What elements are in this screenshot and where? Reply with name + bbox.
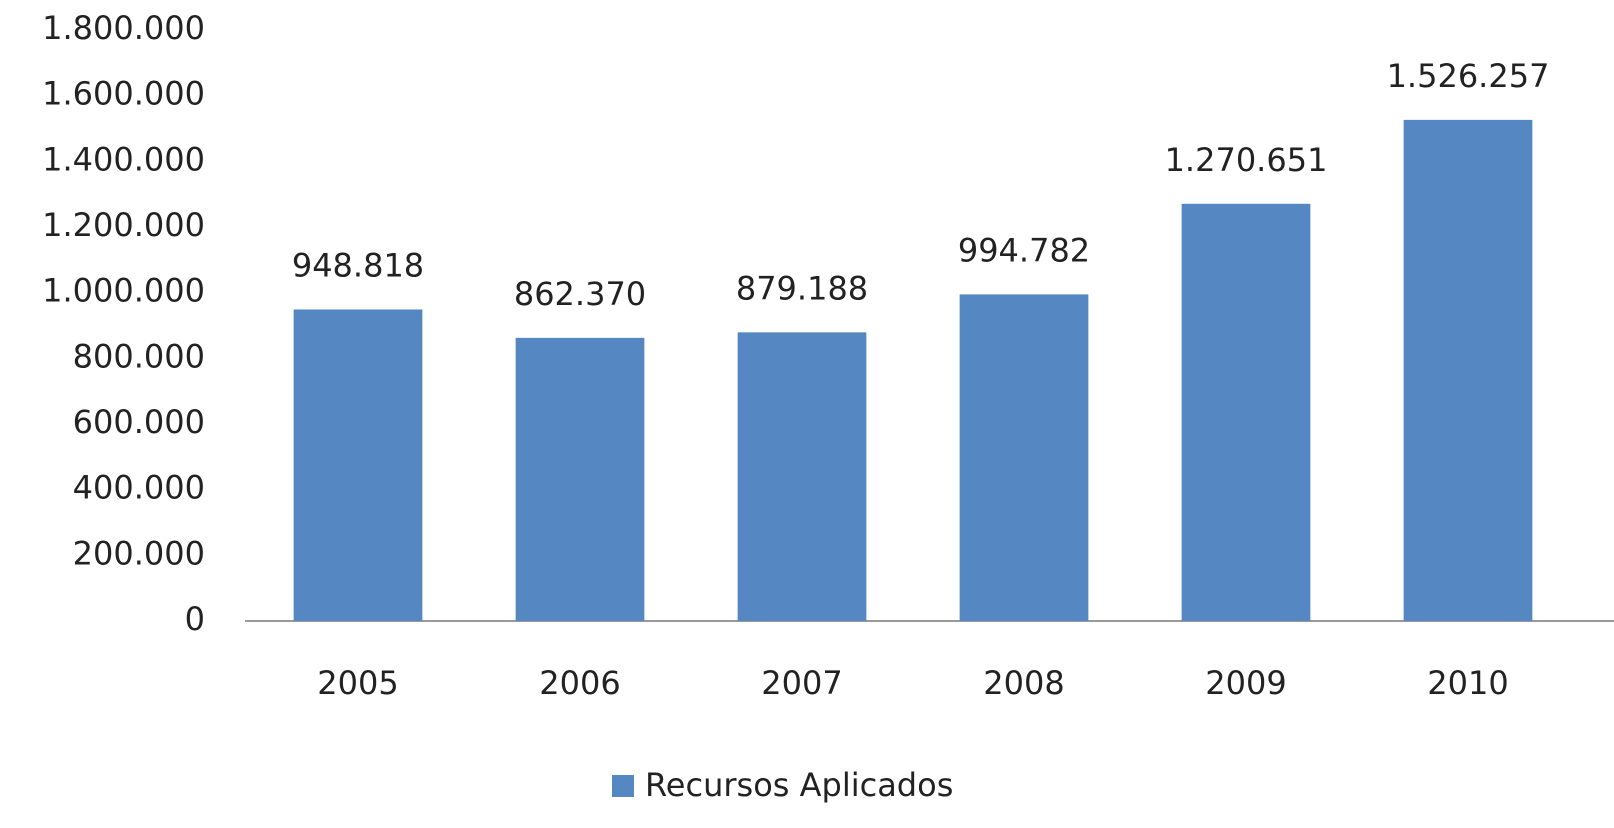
legend-swatch bbox=[612, 775, 634, 797]
bar bbox=[1403, 119, 1533, 621]
bar bbox=[293, 309, 423, 621]
bar bbox=[737, 332, 867, 621]
data-label: 1.526.257 bbox=[1387, 57, 1550, 95]
legend-label: Recursos Aplicados bbox=[645, 766, 953, 804]
x-tick-label: 2005 bbox=[317, 664, 398, 702]
x-tick-label: 2006 bbox=[539, 664, 620, 702]
data-label: 862.370 bbox=[514, 275, 646, 313]
x-tick-label: 2008 bbox=[983, 664, 1064, 702]
x-tick-label: 2010 bbox=[1427, 664, 1508, 702]
data-label: 948.818 bbox=[292, 246, 424, 284]
bar bbox=[515, 337, 645, 621]
bar bbox=[1181, 203, 1311, 621]
data-label: 1.270.651 bbox=[1165, 141, 1328, 179]
y-tick-label: 1.000.000 bbox=[42, 272, 205, 310]
x-tick-label: 2009 bbox=[1205, 664, 1286, 702]
y-tick-label: 1.400.000 bbox=[42, 140, 205, 178]
data-label: 994.782 bbox=[958, 231, 1090, 269]
y-tick-label: 800.000 bbox=[73, 337, 205, 375]
y-tick-label: 400.000 bbox=[73, 469, 205, 507]
y-tick-label: 1.600.000 bbox=[42, 75, 205, 113]
y-tick-label: 0 bbox=[185, 600, 205, 638]
data-label: 879.188 bbox=[736, 269, 868, 307]
y-tick-label: 200.000 bbox=[73, 534, 205, 572]
y-tick-label: 600.000 bbox=[73, 403, 205, 441]
y-tick-label: 1.200.000 bbox=[42, 206, 205, 244]
x-tick-label: 2007 bbox=[761, 664, 842, 702]
bar bbox=[959, 294, 1089, 621]
y-tick-label: 1.800.000 bbox=[42, 9, 205, 47]
